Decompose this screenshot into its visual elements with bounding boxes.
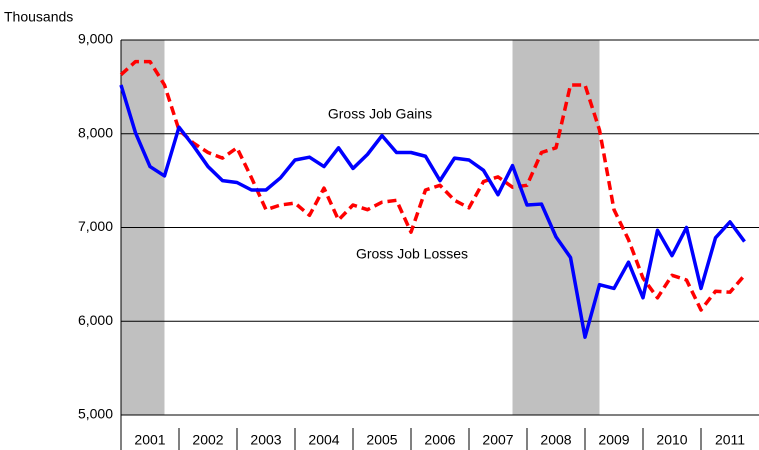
y-tick-label: 7,000 <box>78 218 113 234</box>
y-axis-label: Thousands <box>4 9 73 25</box>
x-tick-label: 2002 <box>192 432 223 448</box>
x-tick-label: 2010 <box>656 432 687 448</box>
x-tick-label: 2011 <box>715 432 745 448</box>
annotation: Gross Job Gains <box>328 106 432 122</box>
x-tick-label: 2001 <box>134 432 165 448</box>
y-tick-label: 6,000 <box>78 312 113 328</box>
series-line <box>119 59 746 312</box>
annotation: Gross Job Losses <box>356 246 468 262</box>
y-tick-label: 5,000 <box>78 406 113 422</box>
series-line <box>119 84 746 339</box>
y-tick-label: 8,000 <box>78 124 113 140</box>
x-tick-label: 2005 <box>366 432 397 448</box>
x-tick-label: 2009 <box>598 432 629 448</box>
y-tick-label: 9,000 <box>78 31 113 47</box>
x-tick-label: 2008 <box>540 432 571 448</box>
x-tick-label: 2007 <box>482 432 513 448</box>
x-tick-label: 2004 <box>308 432 339 448</box>
x-tick-label: 2003 <box>250 432 281 448</box>
x-tick-label: 2006 <box>424 432 455 448</box>
